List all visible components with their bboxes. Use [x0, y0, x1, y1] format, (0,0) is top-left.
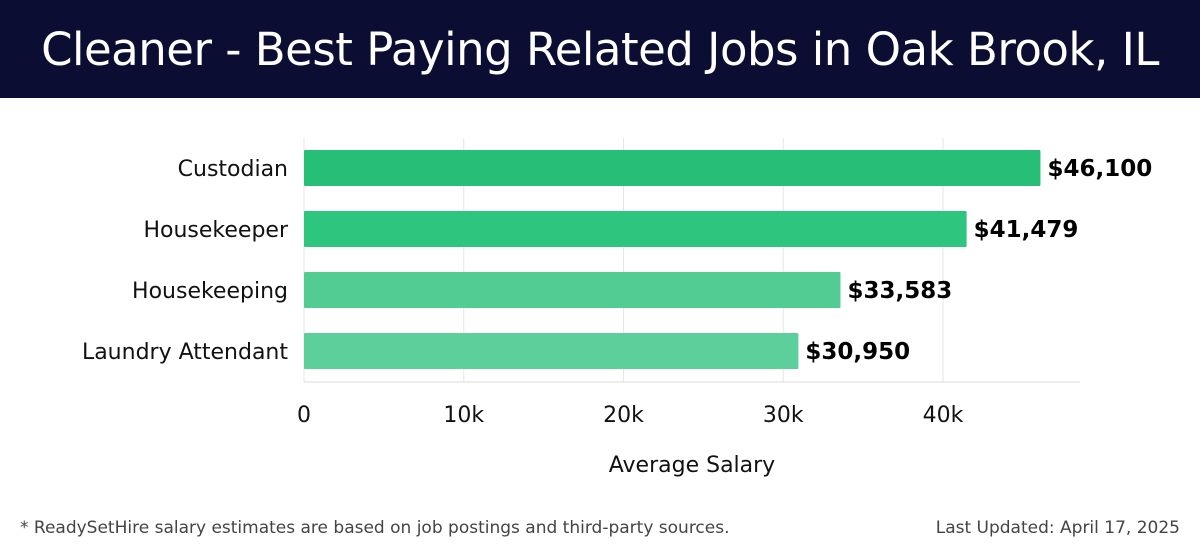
- last-updated: Last Updated: April 17, 2025: [935, 518, 1180, 538]
- category-label: Housekeeper: [143, 218, 288, 243]
- bar-housekeeper: [304, 211, 967, 247]
- x-axis-title: Average Salary: [609, 453, 775, 478]
- x-tick-label: 40k: [923, 403, 964, 428]
- bar-housekeeping: [304, 272, 841, 308]
- category-label: Custodian: [178, 157, 288, 182]
- x-tick-label: 0: [297, 403, 311, 428]
- footnote: * ReadySetHire salary estimates are base…: [20, 518, 730, 538]
- title-banner: Cleaner - Best Paying Related Jobs in Oa…: [0, 0, 1200, 98]
- category-label: Housekeeping: [132, 279, 288, 304]
- x-tick-label: 10k: [443, 403, 484, 428]
- category-label: Laundry Attendant: [82, 340, 288, 365]
- value-label: $41,479: [974, 217, 1079, 243]
- x-tick-label: 30k: [763, 403, 804, 428]
- bar-chart: Custodian $46,100 Housekeeper $41,479 Housek…: [82, 138, 1152, 478]
- bar-custodian: [304, 150, 1041, 186]
- x-tick-label: 20k: [603, 403, 644, 428]
- page-title: Cleaner - Best Paying Related Jobs in Oa…: [41, 22, 1159, 76]
- value-label: $30,950: [805, 339, 910, 365]
- value-label: $46,100: [1047, 156, 1152, 182]
- bar-laundry-attendant: [304, 333, 799, 369]
- value-label: $33,583: [847, 278, 952, 304]
